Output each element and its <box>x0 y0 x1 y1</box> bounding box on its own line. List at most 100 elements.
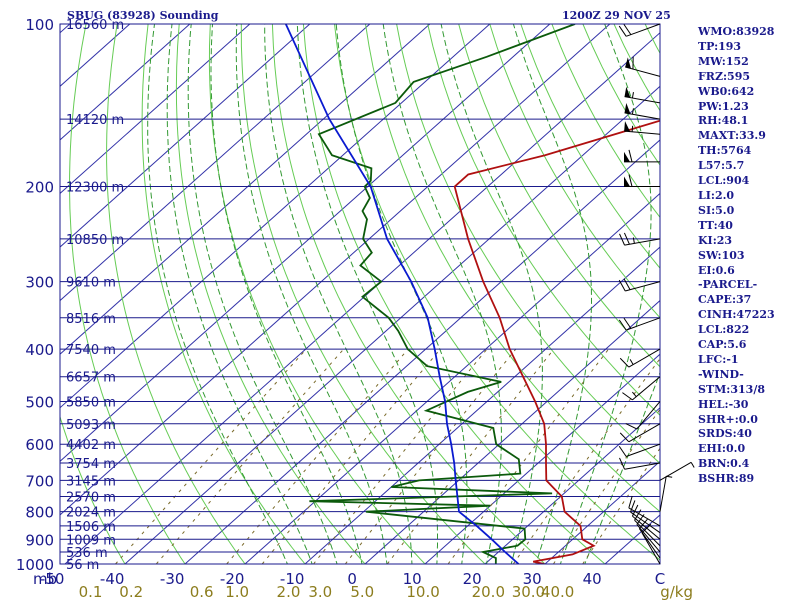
height-label: 16560 m <box>66 18 124 33</box>
dry-adiabat-line <box>302 24 606 564</box>
mixing-ratio-label: 10.0 <box>406 583 439 600</box>
dry-adiabat-line <box>106 24 246 564</box>
wind-barb-staff <box>630 511 661 534</box>
wind-barb-staff <box>659 461 692 481</box>
wind-barb <box>619 457 661 470</box>
isotherm-line <box>60 24 431 355</box>
height-label: 7540 m <box>66 343 116 358</box>
stat-item: SI:5.0 <box>698 203 735 217</box>
mixing-ratio-label: 0.1 <box>79 583 103 600</box>
height-label: 3754 m <box>66 457 116 472</box>
moist-adiabat-line <box>512 24 592 564</box>
height-label: 6657 m <box>66 371 116 386</box>
stat-item: KI:23 <box>698 233 733 247</box>
mixing-ratio-label: 3.0 <box>308 583 332 600</box>
wind-barb-pennant <box>624 102 631 114</box>
pressure-tick-label: 1000 <box>16 556 54 574</box>
mixing-ratio-label: 40.0 <box>541 583 574 600</box>
moist-adiabat-line <box>210 24 363 564</box>
mixing-ratio-label: 0.6 <box>190 583 214 600</box>
wind-barb-staff <box>624 238 661 246</box>
wind-barb <box>625 401 661 430</box>
pressure-tick-label: 100 <box>25 16 54 34</box>
wind-barb-staff <box>624 96 661 104</box>
plot-frame <box>59 23 661 565</box>
isotherm-line <box>544 460 660 564</box>
wind-barb <box>628 495 661 527</box>
moist-adiabat-line <box>166 24 313 564</box>
pressure-tick-label: 400 <box>25 341 54 359</box>
mixing-ratio-line <box>344 348 517 564</box>
moist-adiabat-line <box>335 24 468 564</box>
mixing-ratio-line <box>386 348 555 564</box>
mixing-ratio-label: 5.0 <box>350 583 374 600</box>
wind-barb-pennant <box>624 86 631 98</box>
mixing-ratio-label: 1.0 <box>225 583 249 600</box>
isotherm-line <box>60 24 251 195</box>
wind-barb-staff <box>626 317 661 331</box>
wind-barb-staff <box>624 130 661 135</box>
wind-barb <box>624 102 661 120</box>
wind-barb-flag <box>618 445 627 457</box>
dry-adiabat-line <box>68 24 186 564</box>
wind-barb-flag <box>619 432 630 443</box>
wind-barb <box>619 348 661 368</box>
mixing-ratio-line <box>115 348 307 564</box>
wind-barb-flag <box>628 495 633 509</box>
height-label: 2570 m <box>66 491 116 506</box>
moist-adiabat-line <box>147 24 288 564</box>
height-label: 1506 m <box>66 520 116 535</box>
temperature-tick-label: 20 <box>463 570 482 588</box>
wind-barb-pennant <box>624 176 630 187</box>
mixing-ratio-label: 2.0 <box>277 583 301 600</box>
dry-adiabat-line <box>240 24 486 564</box>
stat-item: SHR+:0.0 <box>698 412 758 426</box>
wind-barb-flag <box>619 233 626 246</box>
height-label: 5093 m <box>66 418 116 433</box>
height-label: 10850 m <box>66 233 124 248</box>
mixing-ratio-line <box>261 348 441 564</box>
wind-barb <box>618 317 661 331</box>
mixing-ratio-line <box>512 357 660 564</box>
pressure-unit-label: mb <box>33 570 57 588</box>
mixing-ratio-line <box>447 348 609 564</box>
stat-item: PW:1.23 <box>698 99 749 113</box>
pressure-tick-label: 500 <box>25 393 54 411</box>
moist-adiabat-line <box>382 24 502 564</box>
temperature-profile <box>453 119 660 564</box>
wind-barb-staff <box>632 376 661 401</box>
moist-adiabat-line <box>235 24 388 564</box>
plot-area <box>60 24 660 564</box>
wind-barb-half-flag <box>631 125 634 132</box>
stat-item: LCL:822 <box>698 323 750 337</box>
stat-item: -WIND- <box>698 367 744 381</box>
wind-barb <box>624 86 661 104</box>
dry-adiabat-line <box>271 24 546 564</box>
wind-barb-staff <box>659 476 667 512</box>
dry-adiabat-line <box>427 24 660 416</box>
temperature-tick-label: C <box>655 570 665 588</box>
mixing-ratio-label: 20.0 <box>472 583 505 600</box>
stat-item: BSHR:89 <box>698 472 755 486</box>
stat-item: BRN:0.4 <box>698 457 750 471</box>
stat-item: EHI:0.0 <box>698 442 746 456</box>
isotherm-line <box>60 24 491 409</box>
moist-adiabat-line <box>296 24 438 564</box>
wind-barb-flag <box>618 319 627 331</box>
stat-item: -PARCEL- <box>698 278 758 292</box>
wind-barb-half-flag <box>632 237 635 244</box>
stat-item: LFC:-1 <box>698 352 739 366</box>
wind-barb-column <box>618 23 695 565</box>
temperature-tick-label: -50 <box>40 570 65 588</box>
wind-barb-flag <box>628 149 633 162</box>
temperature-tick-label: 0 <box>347 570 357 588</box>
wind-barb-flag <box>623 24 632 35</box>
stat-item: HEL:-30 <box>698 397 749 411</box>
wind-barb-flag <box>618 25 627 37</box>
height-label: 9610 m <box>66 276 116 291</box>
mixing-ratio-label: 0.2 <box>119 583 143 600</box>
wind-barb-flag <box>630 500 636 513</box>
wind-barb <box>624 121 661 135</box>
isotherm-line <box>184 139 660 564</box>
wind-barb <box>622 376 661 401</box>
